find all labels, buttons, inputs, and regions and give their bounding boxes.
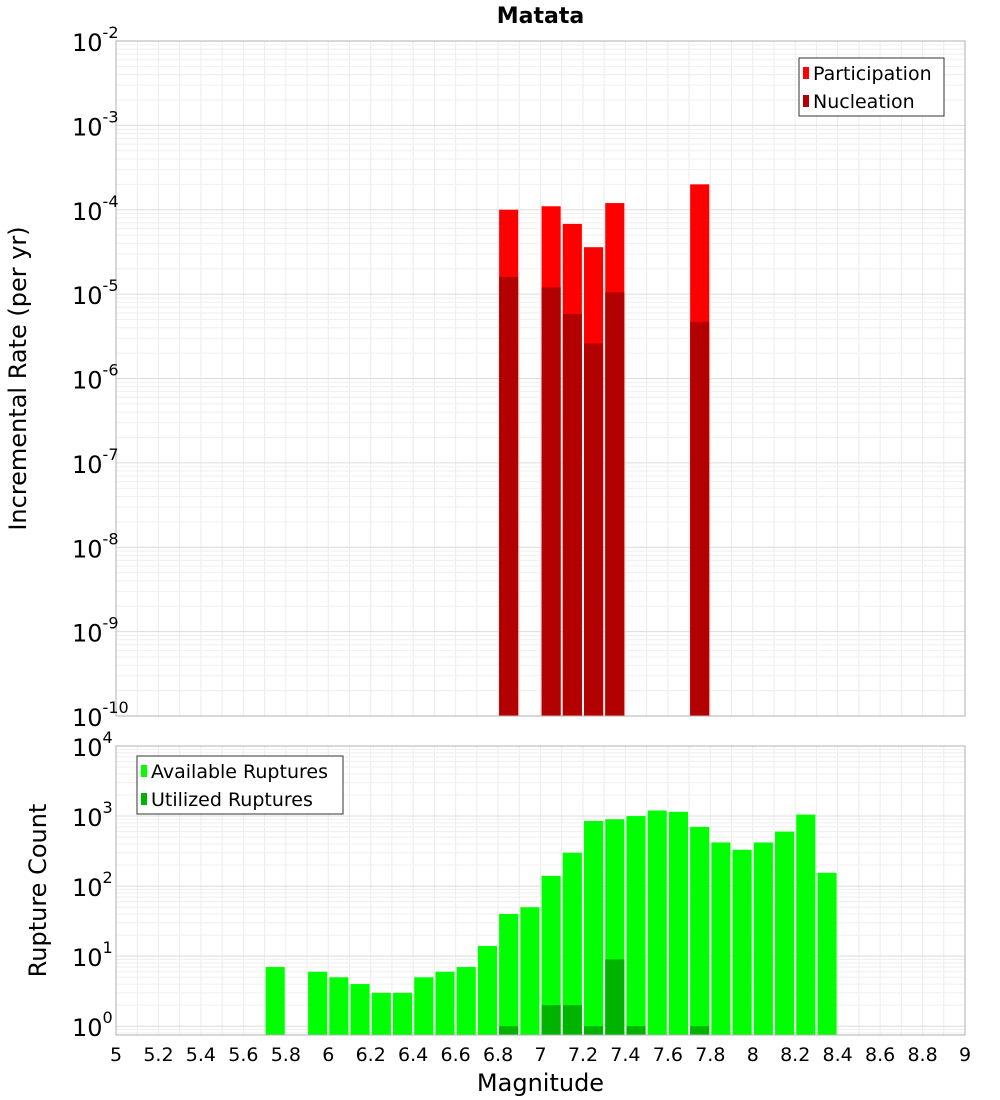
bar	[562, 852, 582, 1035]
y-tick-label: 10-4	[72, 192, 119, 226]
x-tick-label: 9	[959, 1044, 971, 1066]
bar	[605, 959, 625, 1035]
x-axis-title: Magnitude	[477, 1069, 604, 1097]
y-tick-label: 101	[72, 938, 113, 972]
bar	[711, 842, 731, 1035]
x-tick-label: 5	[110, 1044, 122, 1066]
bar	[753, 842, 773, 1035]
bar	[541, 287, 561, 716]
y-tick-label: 10-9	[72, 614, 119, 648]
bar	[435, 971, 455, 1035]
bar	[499, 1026, 519, 1035]
x-tick-label: 7	[534, 1044, 546, 1066]
legend-box	[136, 755, 344, 815]
bar	[817, 872, 837, 1035]
legend-label: Available Ruptures	[151, 761, 328, 783]
x-tick-label: 5.2	[143, 1044, 173, 1066]
bar	[499, 914, 519, 1035]
legend-swatch	[803, 95, 809, 107]
y-tick-label: 10-2	[72, 23, 119, 57]
x-tick-label: 6.6	[440, 1044, 470, 1066]
bar	[775, 831, 795, 1035]
x-tick-label: 5.8	[271, 1044, 301, 1066]
series-utilized-ruptures	[499, 959, 710, 1035]
legend-swatch	[803, 67, 809, 79]
bar	[414, 977, 434, 1035]
x-tick-label: 7.2	[568, 1044, 598, 1066]
plot-frame	[115, 40, 966, 717]
bar	[265, 967, 285, 1035]
y-tick-label: 10-7	[72, 445, 119, 479]
y-axis-title: Rupture Count	[24, 804, 52, 978]
legend: Participation Nucleation	[798, 57, 945, 117]
x-tick-label: 6.8	[483, 1044, 513, 1066]
bar	[541, 875, 561, 1035]
legend-label: Utilized Ruptures	[151, 789, 313, 811]
bar	[647, 810, 667, 1035]
bar	[392, 992, 413, 1035]
bar	[329, 977, 349, 1035]
bar	[477, 945, 497, 1035]
x-tick-label: 8	[747, 1044, 759, 1066]
x-tick-label: 8.2	[780, 1044, 810, 1066]
legend-swatch	[141, 765, 147, 777]
bar	[562, 1005, 582, 1035]
legend-swatch	[141, 793, 147, 805]
y-tick-label: 100	[72, 1008, 113, 1042]
x-tick-label: 6	[322, 1044, 334, 1066]
y-tick-label: 103	[72, 798, 113, 832]
bar	[584, 821, 604, 1035]
bar	[626, 1026, 646, 1035]
x-tick-label: 5.6	[228, 1044, 258, 1066]
bar	[520, 907, 540, 1035]
bar	[690, 321, 710, 716]
x-tick-label: 5.4	[186, 1044, 216, 1066]
x-tick-label: 8.6	[865, 1044, 895, 1066]
bar	[350, 984, 370, 1035]
bar	[308, 971, 328, 1035]
x-tick-label: 8.4	[823, 1044, 853, 1066]
bar	[690, 826, 710, 1035]
y-axis-title: Incremental Rate (per yr)	[4, 226, 32, 530]
bar	[371, 992, 391, 1035]
y-tick-label: 10-3	[72, 107, 119, 141]
series-nucleation	[499, 276, 710, 716]
bottom-panel: 100 101 102 103 104 Rupture Count 5 5.2 5.4 5.6 5.…	[24, 728, 971, 1097]
bar	[732, 849, 752, 1035]
y-tick-label: 10-10	[72, 698, 129, 732]
x-tick-label: 6.4	[398, 1044, 428, 1066]
bar	[456, 967, 476, 1035]
x-tick-label: 7.8	[695, 1044, 725, 1066]
plot-frame	[115, 745, 966, 1036]
legend-label: Nucleation	[813, 91, 915, 113]
bar	[499, 276, 519, 716]
bar	[690, 1026, 710, 1035]
bar	[626, 816, 646, 1035]
y-tick-label: 10-6	[72, 361, 119, 395]
y-tick-label: 104	[72, 728, 113, 762]
x-tick-label: 7.4	[610, 1044, 640, 1066]
legend: Available Ruptures Utilized Ruptures	[136, 755, 344, 815]
bar	[668, 811, 689, 1035]
legend-box	[798, 57, 945, 117]
bar	[584, 343, 604, 716]
y-tick-label: 10-8	[72, 529, 119, 563]
bar	[562, 314, 582, 716]
y-tick-label: 10-5	[72, 276, 119, 310]
x-tick-label: 7.6	[653, 1044, 683, 1066]
bar	[541, 1005, 561, 1035]
bar	[605, 292, 625, 716]
y-tick-label: 102	[72, 868, 113, 902]
legend-label: Participation	[813, 63, 932, 85]
grid-lines	[115, 40, 966, 717]
bar	[796, 814, 816, 1035]
x-tick-label: 6.2	[356, 1044, 386, 1066]
top-panel: 10-10 10-9 10-8 10-7 10-6 10-5 10-4 10-3 10-2 Inc…	[4, 4, 966, 732]
chart-title: Matata	[497, 4, 584, 29]
bar	[584, 1026, 604, 1035]
x-tick-label: 8.8	[907, 1044, 937, 1066]
